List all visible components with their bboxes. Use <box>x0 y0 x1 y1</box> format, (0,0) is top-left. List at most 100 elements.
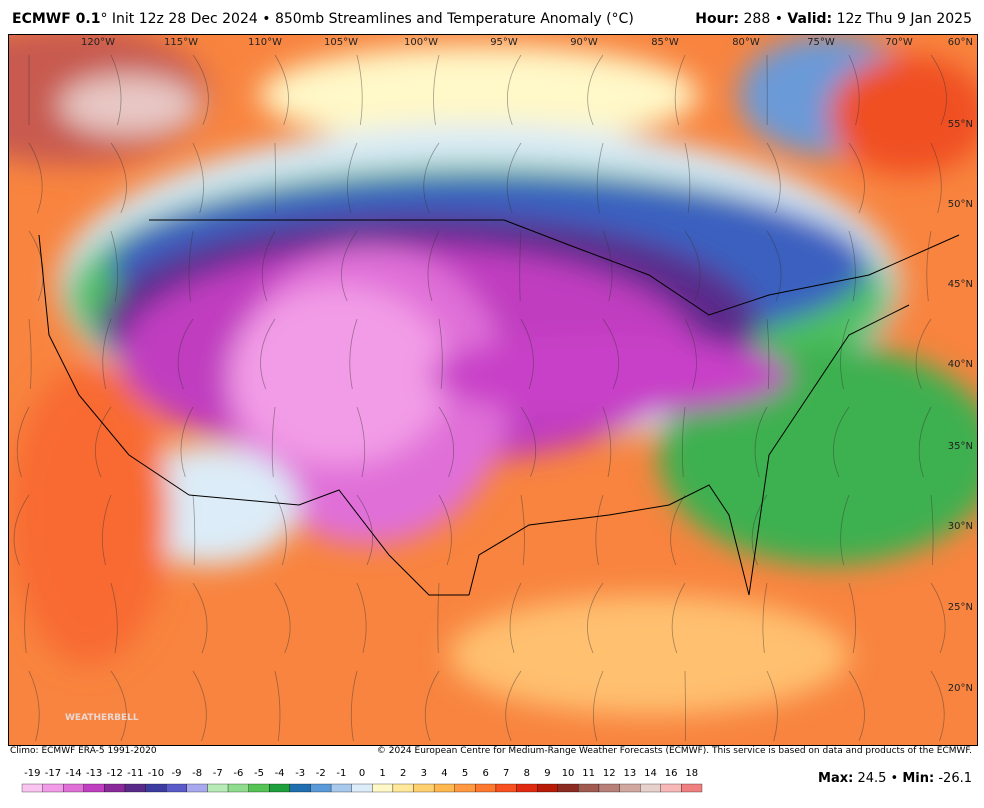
colorbar-label: 0 <box>359 768 365 779</box>
streamline <box>595 494 604 566</box>
colorbar-label: 11 <box>582 768 595 779</box>
colorbar-swatch <box>42 783 64 793</box>
streamline <box>350 670 358 742</box>
latitude-label: 50°N <box>948 199 973 210</box>
colorbar-label: -1 <box>336 768 346 779</box>
streamline <box>438 406 454 478</box>
streamline <box>192 494 196 566</box>
streamline <box>509 582 522 654</box>
colorbar-swatch <box>433 783 455 793</box>
streamline <box>519 230 522 302</box>
blob <box>9 365 169 665</box>
colorbar-swatch <box>454 783 476 793</box>
streamline <box>274 670 281 742</box>
streamline <box>192 582 208 654</box>
longitude-label: 105°W <box>324 37 358 48</box>
colorbar-label: 16 <box>665 768 678 779</box>
streamline <box>848 142 865 214</box>
coastline <box>468 484 750 596</box>
longitude-label: 115°W <box>164 37 198 48</box>
streamline <box>684 318 697 390</box>
streamline <box>670 494 686 566</box>
streamline <box>840 494 850 566</box>
colorbar-swatch <box>640 783 661 793</box>
colorbar-swatch <box>83 783 105 793</box>
valid: 12z Thu 9 Jan 2025 <box>836 11 972 27</box>
max: 24.5 <box>857 771 887 786</box>
streamline <box>915 318 932 390</box>
streamline <box>13 494 30 566</box>
min: -26.1 <box>938 771 972 786</box>
streamline <box>671 582 686 654</box>
latitude-label: 30°N <box>948 521 973 532</box>
colorbar: -19 -17 -14 -13 -12 -11 -10 -9 -8 -7 -6 -5 -4 -3 -2 -1 0… <box>21 768 703 793</box>
streamline <box>28 318 32 390</box>
colorbar-label: -8 <box>192 768 202 779</box>
longitude-label: 75°W <box>807 37 835 48</box>
colorbar-label: 1 <box>379 768 385 779</box>
streamline <box>602 230 613 302</box>
climo: Climo: ECMWF ERA-5 1991-2020 <box>10 746 157 756</box>
colorbar-label: -3 <box>295 768 305 779</box>
colorbar-label: 6 <box>482 768 488 779</box>
colorbar-swatch <box>124 783 146 793</box>
latitude-label: 45°N <box>948 279 973 290</box>
streamline <box>674 54 686 126</box>
streamline <box>602 406 612 478</box>
colorbar-label: 2 <box>400 768 406 779</box>
colorbar-swatch <box>227 783 249 793</box>
streamline <box>271 406 276 478</box>
colorbar-swatch <box>660 783 682 793</box>
longitude-label: 120°W <box>81 37 115 48</box>
streamline <box>16 406 30 478</box>
longitude-label: 95°W <box>490 37 518 48</box>
streamline <box>930 670 945 742</box>
colorbar-swatch <box>351 783 373 793</box>
streamline <box>681 406 686 478</box>
colorbar-swatch <box>475 783 497 793</box>
streamline <box>848 54 860 126</box>
streamline <box>102 494 112 566</box>
streamline <box>766 318 770 390</box>
field-blobs <box>9 35 977 715</box>
streamline <box>110 230 119 302</box>
blob <box>449 595 849 715</box>
colorbar-swatch <box>166 783 187 793</box>
header-left: ECMWF 0.1° Init 12z 28 Dec 2024 • 850mb … <box>12 11 634 27</box>
colorbar-swatch <box>537 783 558 793</box>
anomaly-field <box>9 35 977 745</box>
colorbar-label: 5 <box>462 768 468 779</box>
streamline <box>110 582 118 654</box>
colorbar-swatch <box>619 783 641 793</box>
longitude-label: 80°W <box>732 37 760 48</box>
streamline <box>930 142 942 214</box>
colorbar-label: 10 <box>562 768 575 779</box>
streamline <box>95 406 112 478</box>
longitude-label: 70°W <box>885 37 913 48</box>
borders <box>38 219 960 596</box>
streamline <box>930 54 947 126</box>
latitude-label: 60°N <box>948 37 973 48</box>
streamline <box>110 142 127 214</box>
colorbar-label: -11 <box>127 768 143 779</box>
streamline <box>427 230 440 302</box>
latitude-label: 20°N <box>948 683 973 694</box>
streamline <box>110 54 122 126</box>
streamline <box>918 406 932 478</box>
streamline <box>848 230 856 302</box>
latitude-label: 25°N <box>948 602 973 613</box>
streamline <box>347 142 358 214</box>
streamline <box>180 406 194 478</box>
colorbar-label: -7 <box>213 768 223 779</box>
streamline <box>762 582 768 654</box>
streamline <box>754 406 768 478</box>
colorbar-swatch <box>269 783 291 793</box>
streamline <box>356 54 363 126</box>
colorbar-label: 7 <box>503 768 509 779</box>
hour-label: Hour: <box>695 11 740 27</box>
colorbar-label: 3 <box>421 768 427 779</box>
streamline <box>507 54 522 126</box>
streamline <box>596 142 604 214</box>
streamline <box>587 582 604 654</box>
